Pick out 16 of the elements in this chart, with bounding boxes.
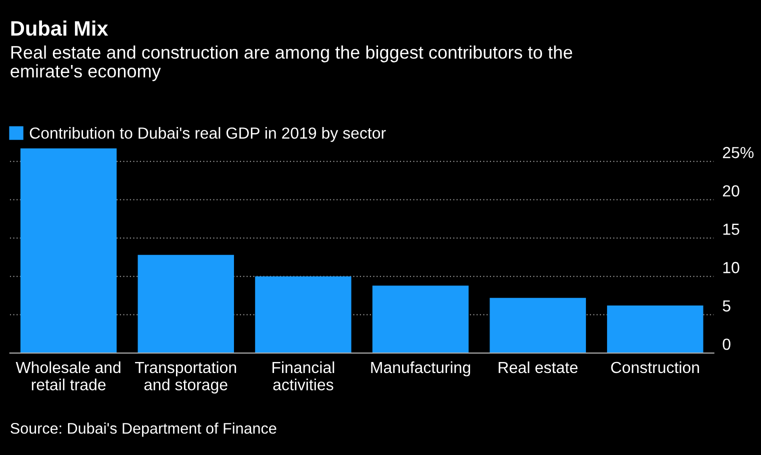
x-tick-label: Transportation and storage <box>135 361 236 394</box>
chart-subtitle: Real estate and construction are among the biggest contributors to the emirate's economy <box>10 46 572 82</box>
x-tick-label: Wholesale and retail trade <box>16 361 120 390</box>
x-tick-label: Real estate <box>498 361 578 374</box>
y-tick-label: 25% <box>722 146 754 158</box>
x-tick-label: Manufacturing <box>371 361 470 376</box>
y-tick-label: 20 <box>722 185 740 197</box>
y-tick-label: 10 <box>723 262 740 274</box>
y-tick-label: 0 <box>722 338 730 350</box>
y-tick-label: 15 <box>723 224 740 235</box>
legend-label: Contribution to Dubai's real GDP in 2019 by sector <box>30 127 386 142</box>
x-tick-label: Construction <box>611 361 699 374</box>
source-note: Source: Dubai's Department of Finance <box>10 422 276 437</box>
x-tick-label: Financial activities <box>272 361 334 390</box>
chart-title: Dubai Mix <box>11 20 108 36</box>
y-tick-label: 5 <box>722 300 730 312</box>
